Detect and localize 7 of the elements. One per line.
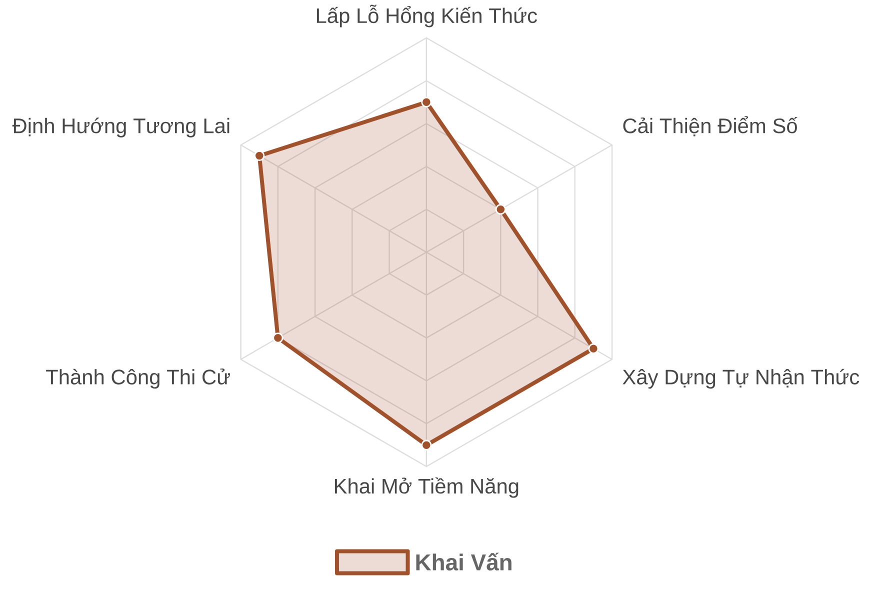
spoke-label: Cải Thiện Điểm Số	[623, 116, 798, 136]
legend-label: Khai Vấn	[416, 552, 512, 570]
spoke-label: Lấp Lỗ Hổng Kiến Thức	[316, 4, 537, 28]
spoke-label: Thành Công Thi Cử	[46, 368, 230, 389]
spoke-label: Khai Mở Tiềm Năng	[334, 477, 518, 498]
spoke-label: Định Hướng Tương Lai	[12, 118, 230, 138]
spoke-label: Xây Dựng Tự Nhận Thức	[622, 368, 860, 389]
